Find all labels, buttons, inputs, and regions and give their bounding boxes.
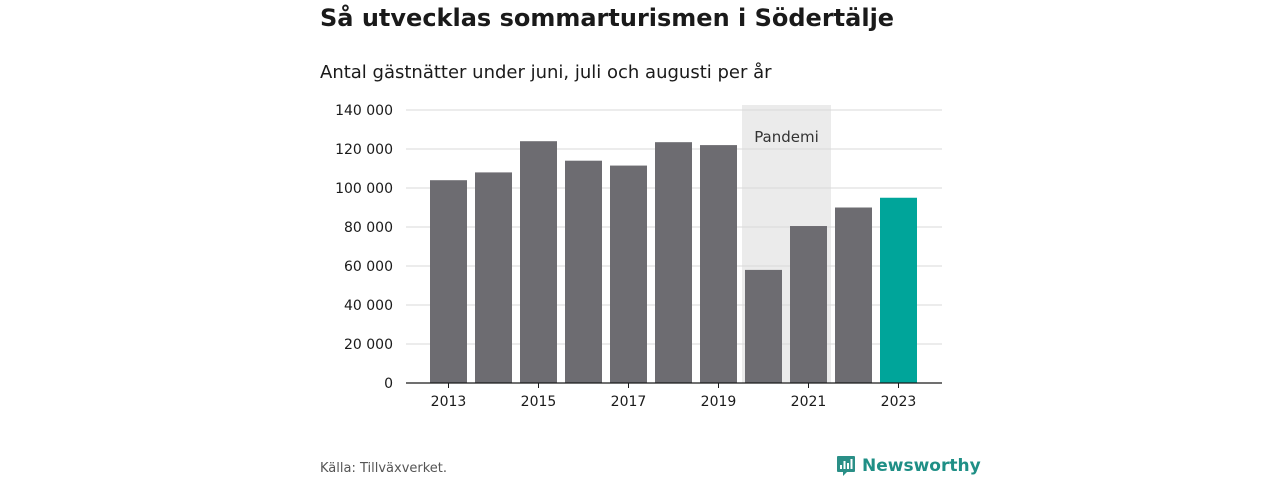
bar-2018 bbox=[655, 142, 692, 383]
x-tick-label: 2013 bbox=[431, 394, 467, 410]
y-tick-label: 40 000 bbox=[344, 298, 393, 314]
y-tick-label: 20 000 bbox=[344, 337, 393, 353]
bar-2017 bbox=[610, 165, 647, 383]
y-tick-label: 80 000 bbox=[344, 220, 393, 236]
x-tick-label: 2015 bbox=[521, 394, 557, 410]
y-tick-label: 60 000 bbox=[344, 259, 393, 275]
bar-2023 bbox=[880, 197, 917, 383]
x-tick-label: 2017 bbox=[611, 394, 647, 410]
bar-chart: Pandemi 0 20 000 40 000 60 000 80 000 100 000… bbox=[335, 103, 942, 410]
x-tick-label: 2019 bbox=[701, 394, 737, 410]
brand-name: Newsworthy bbox=[862, 456, 981, 476]
source-note: Källa: Tillväxverket. bbox=[320, 461, 448, 476]
chart-subtitle: Antal gästnätter under juni, juli och au… bbox=[320, 62, 772, 83]
chart-title: Så utvecklas sommarturismen i Södertälje bbox=[320, 4, 895, 32]
newsworthy-chart-icon bbox=[837, 456, 855, 476]
bar-2019 bbox=[700, 145, 737, 383]
x-tick-label: 2021 bbox=[791, 394, 827, 410]
x-tick-label: 2023 bbox=[881, 394, 917, 410]
y-tick-label: 100 000 bbox=[335, 181, 393, 197]
brand-logo: Newsworthy bbox=[836, 455, 981, 477]
bar-2022 bbox=[835, 207, 872, 383]
bar-2014 bbox=[475, 172, 512, 383]
bar-2015 bbox=[520, 141, 557, 383]
bar-2016 bbox=[565, 160, 602, 383]
bar-2013 bbox=[430, 180, 467, 383]
pandemic-annotation: Pandemi bbox=[754, 128, 819, 146]
y-tick-label: 140 000 bbox=[335, 103, 393, 119]
bar-2021 bbox=[790, 226, 827, 383]
y-tick-label: 0 bbox=[384, 376, 393, 392]
y-tick-label: 120 000 bbox=[335, 142, 393, 158]
bar-2020 bbox=[745, 269, 782, 383]
